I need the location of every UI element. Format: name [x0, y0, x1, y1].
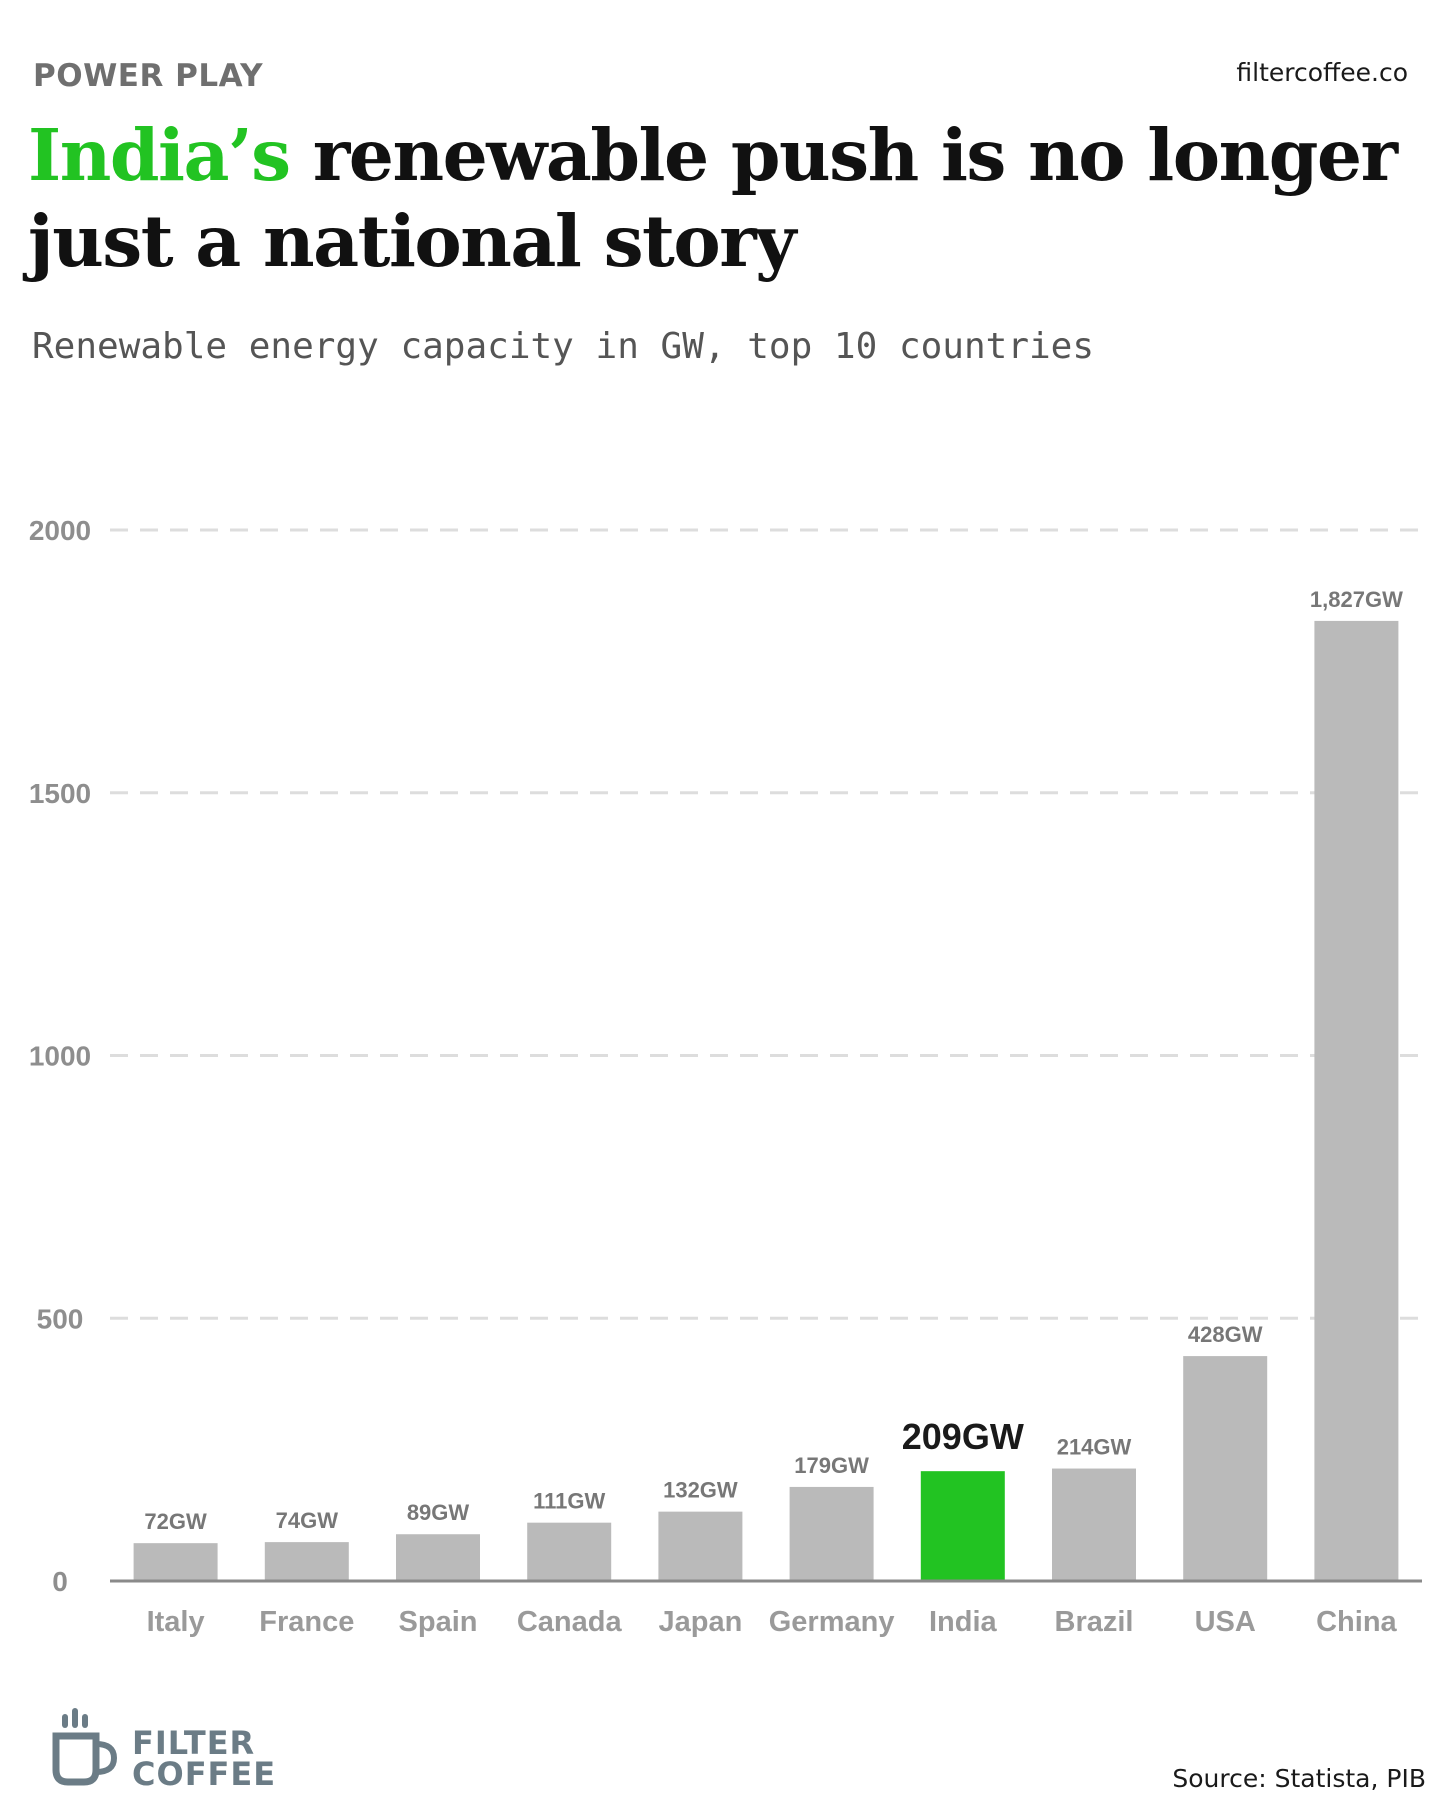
- bar-india: [920, 1471, 1005, 1581]
- bar-japan: [658, 1511, 743, 1581]
- headline-rest: renewable push is no longer just a natio…: [28, 113, 1398, 283]
- value-label-india: 209GW: [902, 1416, 1024, 1457]
- category-label-brazil: Brazil: [1055, 1606, 1134, 1638]
- y-tick-label: 500: [37, 1303, 84, 1334]
- bar-italy: [133, 1543, 218, 1581]
- kicker-label: POWER PLAY: [33, 58, 264, 94]
- category-label-germany: Germany: [769, 1606, 895, 1638]
- bar-chart: 0 500 1000 1500 2000 72GW Italy 74GW France 89GW S…: [29, 515, 1422, 1638]
- bar-usa: [1183, 1356, 1268, 1581]
- brand-wordmark: FILTER COFFEE: [132, 1724, 277, 1793]
- value-label-spain: 89GW: [407, 1500, 470, 1525]
- category-label-india: India: [929, 1606, 998, 1638]
- value-label-china: 1,827GW: [1310, 587, 1403, 612]
- value-label-france: 74GW: [276, 1508, 339, 1533]
- bar-china: [1314, 620, 1399, 1581]
- value-label-italy: 72GW: [144, 1509, 207, 1534]
- value-label-germany: 179GW: [794, 1453, 869, 1478]
- source-note: Source: Statista, PIB: [1172, 1764, 1426, 1793]
- chart-subtitle: Renewable energy capacity in GW, top 10 …: [32, 326, 1095, 367]
- y-tick-label: 2000: [29, 515, 91, 546]
- y-tick-label: 1000: [29, 1041, 91, 1072]
- coffee-cup-icon: [52, 1708, 118, 1786]
- category-label-canada: Canada: [517, 1606, 623, 1638]
- value-label-brazil: 214GW: [1057, 1435, 1132, 1460]
- category-label-france: France: [259, 1606, 354, 1638]
- site-url[interactable]: filtercoffee.co: [1236, 58, 1408, 87]
- bar-spain: [396, 1534, 480, 1581]
- category-label-china: China: [1316, 1606, 1397, 1638]
- value-label-japan: 132GW: [663, 1478, 738, 1503]
- bar-canada: [527, 1522, 612, 1581]
- category-label-spain: Spain: [399, 1606, 478, 1638]
- y-tick-label: 1500: [29, 778, 91, 809]
- headline-highlight: India’s: [28, 113, 291, 197]
- category-label-japan: Japan: [658, 1606, 742, 1638]
- value-label-usa: 428GW: [1188, 1322, 1263, 1347]
- category-label-italy: Italy: [147, 1606, 205, 1638]
- category-label-usa: USA: [1195, 1606, 1256, 1638]
- bar-brazil: [1052, 1468, 1136, 1581]
- bar-germany: [789, 1486, 874, 1581]
- brand-logo: FILTER COFFEE: [52, 1700, 292, 1790]
- bar-france: [264, 1542, 349, 1581]
- brand-line-1: FILTER: [132, 1724, 256, 1762]
- y-tick-label: 0: [52, 1566, 68, 1597]
- brand-line-2: COFFEE: [132, 1755, 277, 1793]
- headline: India’s renewable push is no longer just…: [28, 112, 1408, 284]
- value-label-canada: 111GW: [533, 1489, 605, 1514]
